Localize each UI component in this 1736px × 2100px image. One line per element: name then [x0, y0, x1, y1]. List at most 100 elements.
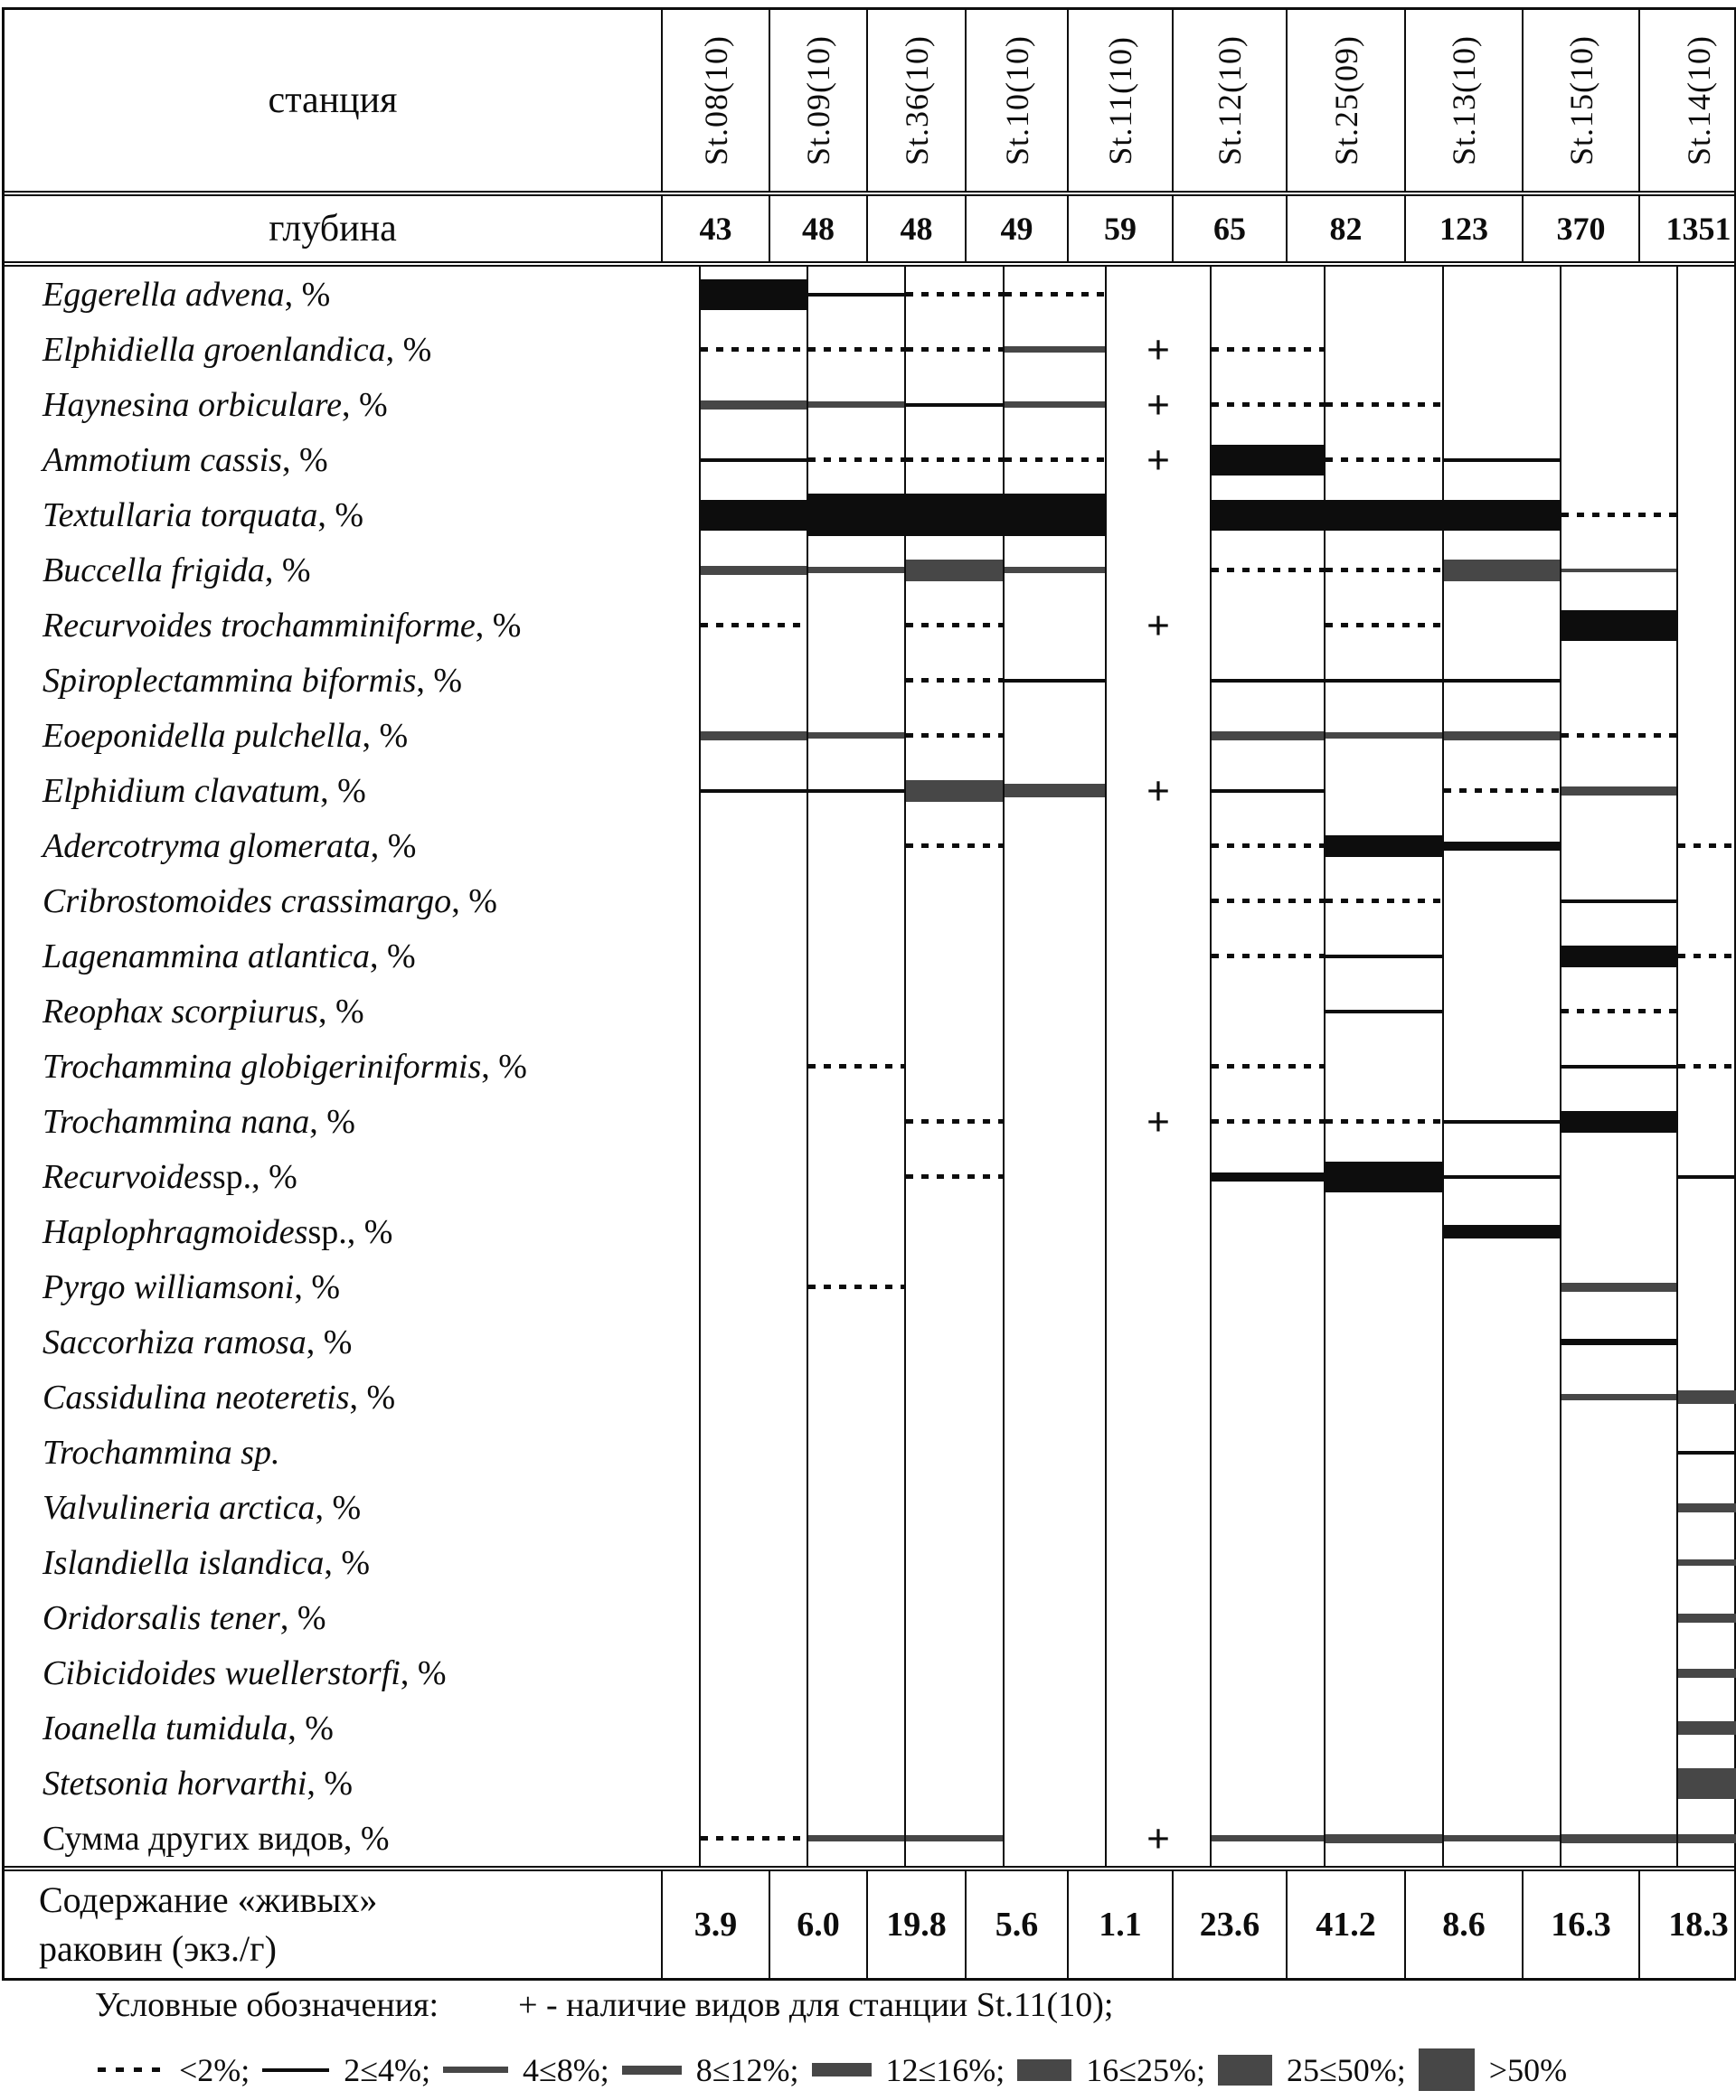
species-row: Reophax scorpiurus, %	[5, 984, 1734, 1039]
legend-item: 12≤16%;	[811, 2051, 1005, 2089]
abundance-cell	[904, 1259, 1003, 1314]
abundance-cell	[1442, 1425, 1560, 1480]
species-label: Cribrostomoides crassimargo, %	[42, 881, 497, 920]
abundance-bar	[808, 732, 904, 739]
abundance-cell	[1324, 1204, 1442, 1259]
abundance-cell	[1324, 1259, 1442, 1314]
abundance-cell	[1324, 1645, 1442, 1700]
abundance-cell	[1676, 1314, 1736, 1370]
depth-value: 370	[1556, 211, 1606, 247]
abundance-cell	[1442, 487, 1560, 542]
legend-item-label: 2≤4%;	[344, 2051, 431, 2088]
abundance-cell	[1676, 1480, 1736, 1535]
legend-swatch	[443, 2067, 509, 2073]
abundance-cell	[699, 1645, 807, 1700]
abundance-cell	[1210, 1314, 1324, 1370]
species-row: Cibicidoides wuellerstorfi, %	[5, 1645, 1736, 1700]
abundance-cell	[807, 1204, 904, 1259]
abundance-cell	[1210, 928, 1324, 984]
abundance-cell	[1676, 487, 1736, 542]
abundance-cell: +	[1105, 1094, 1210, 1149]
abundance-cell	[1560, 1480, 1676, 1535]
abundance-cell	[1324, 598, 1442, 653]
legend-title: Условные обозначения:	[95, 1986, 439, 2024]
depth-value-cell: 48	[866, 196, 965, 261]
abundance-cell	[1105, 1039, 1210, 1094]
abundance-cell: +	[1105, 432, 1210, 487]
depth-row-label: глубина	[269, 208, 397, 250]
abundance-bar	[1678, 1767, 1736, 1799]
abundance-cell	[1105, 708, 1210, 763]
abundance-cell	[1442, 1480, 1560, 1535]
abundance-cell	[1442, 1535, 1560, 1590]
abundance-cell	[1210, 653, 1324, 708]
species-row: Valvulineria arctica, %	[5, 1480, 1736, 1535]
abundance-cell	[1210, 322, 1324, 377]
abundance-cell	[1003, 1149, 1105, 1204]
abundance-cell	[1676, 598, 1736, 653]
species-row: Buccella frigida, %	[5, 542, 1734, 598]
depth-value-cell: 1351	[1638, 196, 1736, 261]
species-row: Eggerella advena, %	[5, 267, 1734, 322]
abundance-cell	[699, 763, 807, 818]
live-content-value: 1.1	[1099, 1906, 1142, 1944]
abundance-cell	[1442, 1370, 1560, 1425]
legend-item-label: >50%	[1488, 2051, 1568, 2088]
species-label: Elphidiella groenlandica, %	[42, 330, 432, 369]
depth-value-cell: 82	[1286, 196, 1404, 261]
abundance-cell: +	[1105, 763, 1210, 818]
species-label: Oridorsalis tener, %	[42, 1598, 326, 1637]
species-row: Elphidiella groenlandica, % +	[5, 322, 1734, 377]
species-row: Cribrostomoides crassimargo, %	[5, 873, 1734, 928]
abundance-cell	[1442, 322, 1560, 377]
species-row: Saccorhiza ramosa, %	[5, 1314, 1734, 1370]
legend-item: 8≤12%;	[621, 2051, 799, 2089]
abundance-cell	[1560, 267, 1676, 322]
legend-title-line: Условные обозначения: + - наличие видов …	[0, 1985, 1736, 2025]
abundance-cell	[807, 1039, 904, 1094]
live-content-value-cell: 41.2	[1286, 1871, 1404, 1978]
abundance-cell	[904, 1480, 1003, 1535]
legend-item-label: 4≤8%;	[523, 2051, 609, 2088]
abundance-cell	[1676, 928, 1736, 984]
plus-presence-mark: +	[1146, 1814, 1171, 1861]
abundance-bar	[1678, 1174, 1736, 1179]
abundance-bar	[1212, 1835, 1324, 1841]
abundance-cell	[1003, 1756, 1105, 1811]
abundance-cell	[1442, 818, 1560, 873]
abundance-bar	[1212, 678, 1324, 683]
station-name: St.15(10)	[1562, 35, 1599, 165]
plus-presence-mark: +	[1146, 325, 1171, 372]
abundance-cell	[1003, 1204, 1105, 1259]
abundance-cell	[1105, 1370, 1210, 1425]
abundance-cell	[1210, 267, 1324, 322]
abundance-bar	[1678, 1502, 1736, 1512]
abundance-bar	[1212, 954, 1324, 958]
abundance-cell	[699, 542, 807, 598]
abundance-bar	[1444, 788, 1560, 793]
abundance-cell	[1210, 1590, 1324, 1645]
species-row: Elphidium clavatum, % +	[5, 763, 1734, 818]
abundance-cell	[1560, 763, 1676, 818]
station-name: St.13(10)	[1446, 35, 1482, 165]
abundance-cell	[1003, 487, 1105, 542]
abundance-cell	[1676, 873, 1736, 928]
abundance-cell: +	[1105, 598, 1210, 653]
abundance-bar	[1561, 899, 1676, 903]
abundance-cell	[1105, 487, 1210, 542]
species-label: Stetsonia horvarthi, %	[42, 1764, 354, 1803]
depth-value-cell: 49	[965, 196, 1067, 261]
species-label: Trochammina globigeriniformis, %	[42, 1047, 527, 1086]
abundance-cell	[807, 1756, 904, 1811]
abundance-cell	[699, 1700, 807, 1756]
abundance-cell	[699, 267, 807, 322]
abundance-cell	[1676, 1700, 1736, 1756]
abundance-bar	[1212, 730, 1324, 740]
abundance-cell	[1105, 267, 1210, 322]
abundance-cell	[1003, 542, 1105, 598]
abundance-cell	[807, 1480, 904, 1535]
depth-value-cell: 48	[769, 196, 866, 261]
abundance-cell	[1560, 1645, 1676, 1700]
abundance-cell	[1324, 928, 1442, 984]
live-content-value: 41.2	[1316, 1906, 1376, 1944]
